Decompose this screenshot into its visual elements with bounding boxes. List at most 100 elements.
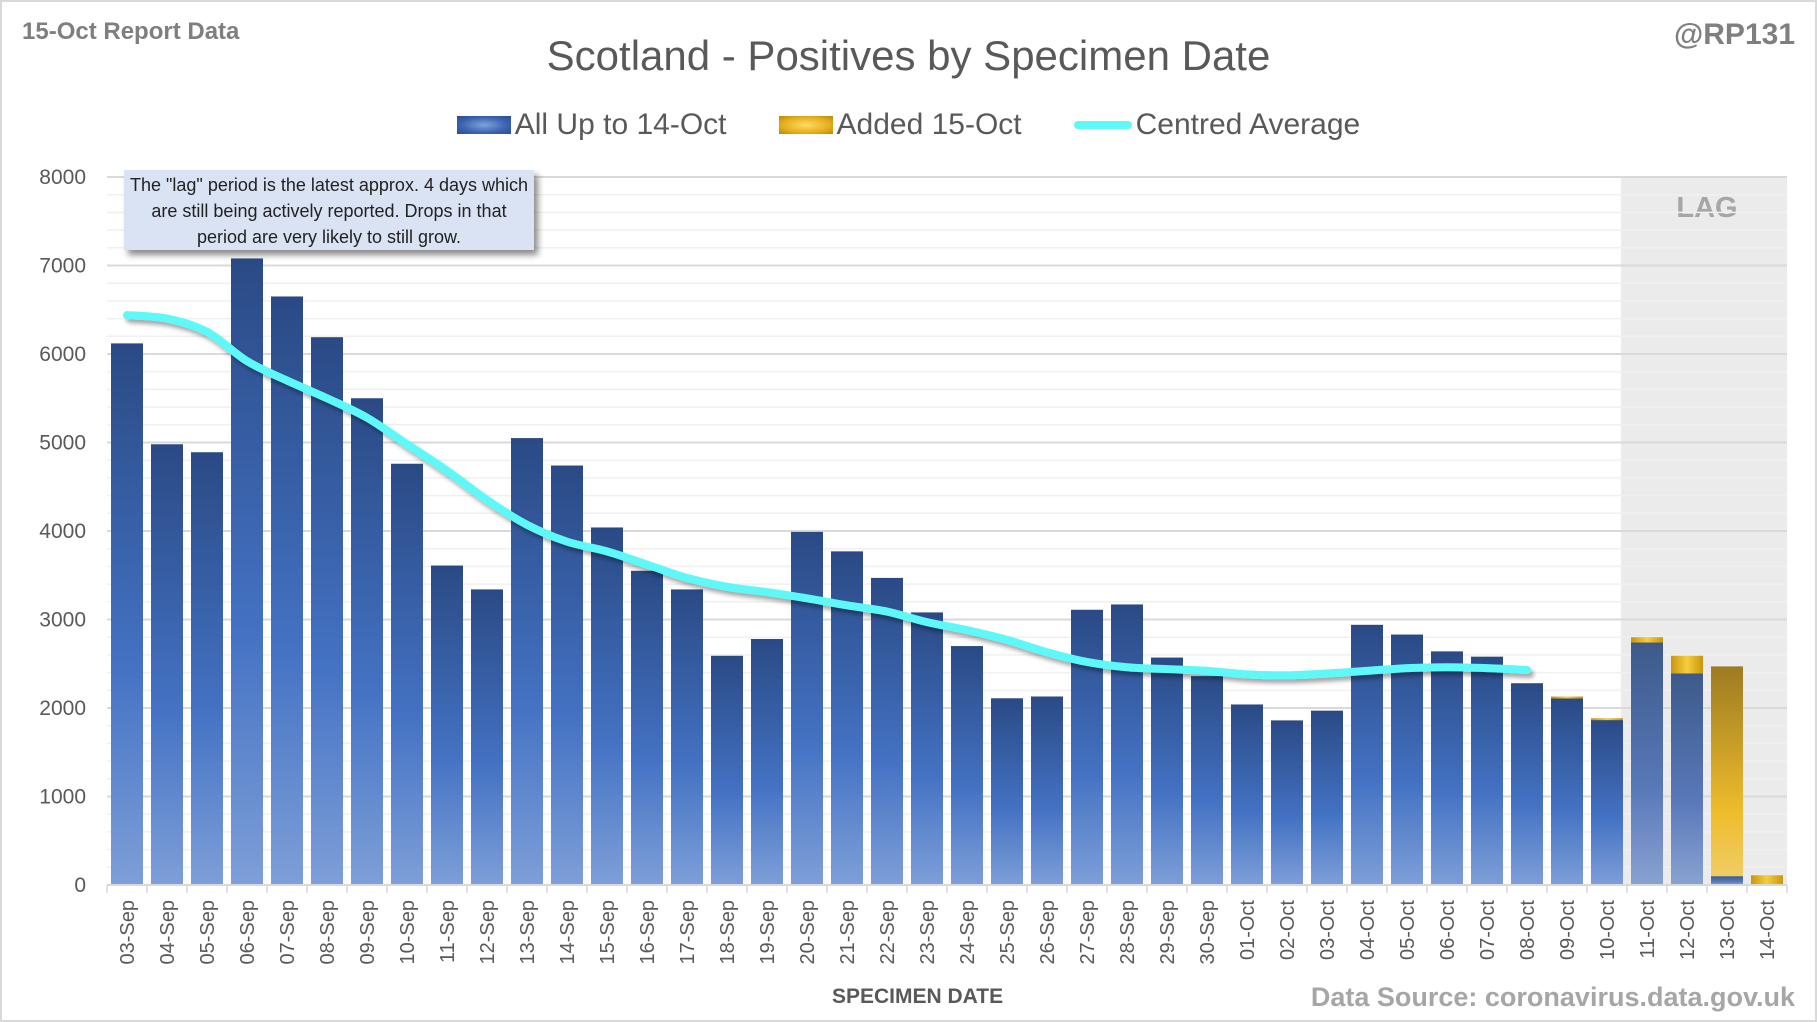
bar-all-up-to-14-oct: [951, 646, 983, 885]
x-tick-label: 30-Sep: [1197, 900, 1219, 965]
x-tick-label: 17-Sep: [677, 900, 699, 965]
bar-all-up-to-14-oct: [871, 577, 903, 885]
x-tick-label: 09-Sep: [357, 900, 379, 965]
x-tick-label: 04-Oct: [1357, 900, 1379, 960]
x-tick-label: 12-Oct: [1677, 900, 1699, 960]
bar-all-up-to-14-oct: [471, 589, 503, 885]
bar-all-up-to-14-oct: [1231, 704, 1263, 885]
bar-all-up-to-14-oct: [1391, 634, 1423, 885]
y-tick-label: 4000: [39, 520, 86, 543]
x-tick-label: 16-Sep: [637, 900, 659, 965]
bar-all-up-to-14-oct: [791, 531, 823, 885]
bar-all-up-to-14-oct: [1351, 624, 1383, 885]
legend-swatch-blue-icon: [456, 116, 511, 134]
report-label: 15-Oct Report Data: [22, 18, 240, 45]
centred-average-line: [123, 311, 1531, 680]
x-tick-label: 10-Oct: [1597, 900, 1619, 960]
x-tick-label: 12-Sep: [477, 900, 499, 965]
y-tick-label: 7000: [39, 255, 86, 278]
x-tick-label: 14-Sep: [557, 900, 579, 965]
author-handle: @RP131: [1674, 18, 1795, 51]
x-tick-label: 25-Sep: [997, 900, 1019, 965]
x-axis-title: SPECIMEN DATE: [832, 985, 1004, 1008]
x-tick-label: 03-Oct: [1317, 900, 1339, 960]
x-tick-label: 05-Sep: [197, 900, 219, 965]
bar-added-15-oct: [1751, 875, 1783, 885]
y-tick-label: 5000: [39, 432, 86, 455]
bar-added-15-oct: [1711, 666, 1743, 877]
bar-added-15-oct: [1591, 718, 1623, 721]
bar-all-up-to-14-oct: [1311, 710, 1343, 885]
legend-label-all: All Up to 14-Oct: [514, 108, 727, 141]
bar-all-up-to-14-oct: [671, 589, 703, 885]
bar-all-up-to-14-oct: [751, 638, 783, 885]
x-tick-label: 20-Sep: [797, 900, 819, 965]
x-tick-label: 07-Oct: [1477, 900, 1499, 960]
legend-label-added: Added 15-Oct: [836, 108, 1022, 141]
bar-all-up-to-14-oct: [991, 698, 1023, 885]
x-tick-label: 13-Sep: [517, 900, 539, 965]
x-tick-label: 19-Sep: [757, 900, 779, 965]
legend-swatch-line-icon: [1073, 121, 1132, 129]
bar-all-up-to-14-oct: [1711, 876, 1743, 885]
x-tick-label: 09-Oct: [1557, 900, 1579, 960]
x-tick-label: 15-Sep: [597, 900, 619, 965]
bar-all-up-to-14-oct: [1631, 642, 1663, 885]
lag-callout: The "lag" period is the latest approx. 4…: [124, 170, 534, 250]
bar-all-up-to-14-oct: [1591, 719, 1623, 885]
bar-all-up-to-14-oct: [1271, 720, 1303, 885]
x-tick-label: 18-Sep: [717, 900, 739, 965]
x-tick-label: 14-Oct: [1757, 900, 1779, 960]
x-tick-label: 06-Oct: [1437, 900, 1459, 960]
bar-all-up-to-14-oct: [351, 398, 383, 885]
y-tick-label: 3000: [39, 609, 86, 632]
bar-added-15-oct: [1551, 696, 1583, 699]
x-tick-label: 07-Sep: [277, 900, 299, 965]
y-tick-label: 1000: [39, 786, 86, 809]
bar-all-up-to-14-oct: [1111, 604, 1143, 885]
x-tick-label: 08-Sep: [317, 900, 339, 965]
bar-all-up-to-14-oct: [1551, 698, 1583, 885]
bar-all-up-to-14-oct: [1071, 609, 1103, 885]
x-tick-label: 27-Sep: [1077, 900, 1099, 965]
x-tick-label: 29-Sep: [1157, 900, 1179, 965]
bar-all-up-to-14-oct: [631, 570, 663, 885]
bar-all-up-to-14-oct: [191, 452, 223, 885]
legend-item-average: Centred Average: [1073, 108, 1361, 142]
legend-item-added: Added 15-Oct: [778, 108, 1022, 142]
x-tick-label: 26-Sep: [1037, 900, 1059, 965]
lag-label: LAG: [1676, 192, 1737, 224]
x-tick-label: 02-Oct: [1277, 900, 1299, 960]
legend: All Up to 14-Oct Added 15-Oct Centred Av…: [0, 108, 1817, 142]
x-tick-label: 06-Sep: [237, 900, 259, 965]
x-tick-label: 24-Sep: [957, 900, 979, 965]
bar-all-up-to-14-oct: [311, 337, 343, 885]
legend-swatch-gold-icon: [778, 116, 833, 134]
y-tick-label: 0: [74, 874, 86, 897]
x-tick-label: 05-Oct: [1397, 900, 1419, 960]
bar-all-up-to-14-oct: [591, 527, 623, 885]
bar-all-up-to-14-oct: [391, 463, 423, 885]
bar-all-up-to-14-oct: [1191, 676, 1223, 885]
bar-all-up-to-14-oct: [1511, 683, 1543, 885]
bar-all-up-to-14-oct: [551, 465, 583, 885]
bar-all-up-to-14-oct: [711, 655, 743, 885]
legend-label-average: Centred Average: [1135, 108, 1361, 141]
y-tick-label: 8000: [39, 166, 86, 189]
x-tick-label: 11-Sep: [437, 900, 459, 963]
bar-all-up-to-14-oct: [1431, 651, 1463, 885]
bar-all-up-to-14-oct: [1471, 656, 1503, 885]
bar-added-15-oct: [1671, 655, 1703, 674]
x-tick-label: 23-Sep: [917, 900, 939, 965]
data-source: Data Source: coronavirus.data.gov.uk: [1310, 982, 1795, 1012]
bar-all-up-to-14-oct: [271, 296, 303, 886]
x-tick-label: 04-Sep: [157, 900, 179, 965]
bar-all-up-to-14-oct: [431, 565, 463, 885]
y-tick-label: 2000: [39, 697, 86, 720]
bar-all-up-to-14-oct: [151, 444, 183, 885]
legend-item-all: All Up to 14-Oct: [456, 108, 727, 142]
x-tick-label: 22-Sep: [877, 900, 899, 965]
x-tick-label: 01-Oct: [1237, 900, 1259, 960]
bar-all-up-to-14-oct: [511, 438, 543, 885]
